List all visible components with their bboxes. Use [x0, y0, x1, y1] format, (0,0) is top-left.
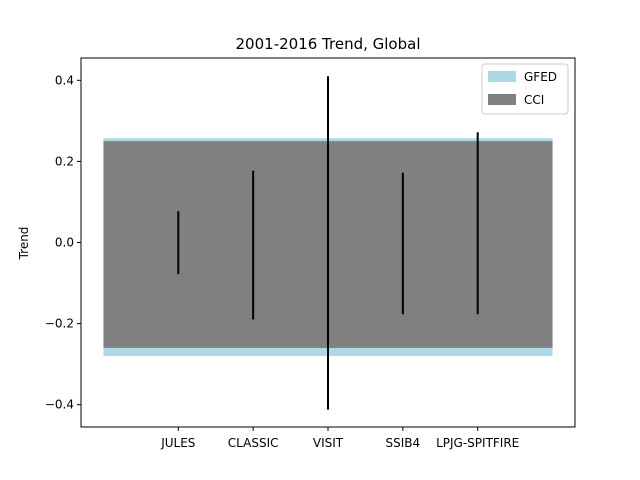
x-axis: JULES CLASSIC VISIT SSIB4 LPJG-SPITFIRE — [160, 427, 519, 450]
legend-label-cci: CCI — [524, 93, 544, 107]
legend-swatch-cci — [488, 94, 516, 105]
x-tick-label: VISIT — [313, 436, 344, 450]
x-tick-label: JULES — [160, 436, 195, 450]
x-tick-label: CLASSIC — [228, 436, 279, 450]
y-tick-label: 0.4 — [55, 73, 74, 87]
legend-swatch-gfed — [488, 71, 516, 82]
chart-title: 2001-2016 Trend, Global — [236, 35, 421, 53]
y-tick-label: −0.2 — [45, 317, 74, 331]
y-axis-label: Trend — [17, 227, 31, 261]
y-tick-label: 0.2 — [55, 154, 74, 168]
y-tick-label: 0.0 — [55, 236, 74, 250]
legend: GFED CCI — [481, 63, 569, 115]
errorbars-group — [177, 76, 479, 410]
y-axis: −0.4 −0.2 0.0 0.2 0.4 — [45, 73, 81, 412]
y-tick-label: −0.4 — [45, 398, 74, 412]
x-tick-label: LPJG-SPITFIRE — [436, 436, 519, 450]
legend-label-gfed: GFED — [524, 70, 557, 84]
x-tick-label: SSIB4 — [386, 436, 421, 450]
